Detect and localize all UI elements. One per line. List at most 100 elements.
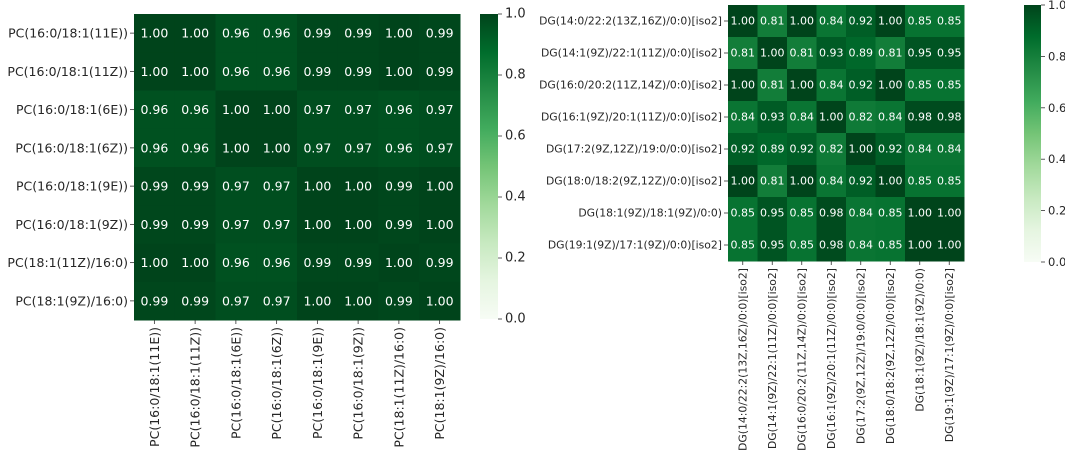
cell-value-label: 1.00 xyxy=(303,293,331,308)
heatmap-cell xyxy=(787,229,817,262)
heatmap-cell xyxy=(846,197,876,230)
cell-value-label: 0.97 xyxy=(303,102,331,117)
heatmap-cell xyxy=(378,205,420,244)
heatmap-cell xyxy=(787,69,817,102)
heatmap-cell xyxy=(419,14,461,53)
cell-value-label: 0.99 xyxy=(344,26,372,41)
x-tick-label: DG(18:0/18:2(9Z,12Z)/0:0)[iso2] xyxy=(884,268,897,444)
cell-value-label: 0.95 xyxy=(908,47,933,60)
cell-value-label: 0.81 xyxy=(760,79,785,92)
cell-value-label: 0.97 xyxy=(222,217,250,232)
heatmap-cell xyxy=(174,52,216,91)
heatmap-cell xyxy=(846,165,876,198)
heatmap-cell xyxy=(378,14,420,53)
heatmap-cell xyxy=(215,243,257,283)
heatmap-cell xyxy=(174,128,216,168)
heatmap-cell xyxy=(728,37,758,70)
cell-value-label: 0.85 xyxy=(731,239,756,252)
heatmap-cell xyxy=(337,281,379,321)
cell-value-label: 0.85 xyxy=(937,79,962,92)
colorbar-tick-label: 0.0 xyxy=(1048,255,1065,269)
cell-value-label: 0.96 xyxy=(263,255,291,270)
y-tick-label: DG(17:2(9Z,12Z)/19:0/0:0)[iso2] xyxy=(546,143,722,156)
cell-value-label: 1.00 xyxy=(385,64,413,79)
heatmap-cell xyxy=(934,69,965,102)
cell-value-label: 0.99 xyxy=(385,293,413,308)
heatmap-cell xyxy=(174,90,216,130)
cell-value-label: 0.99 xyxy=(303,255,331,270)
heatmap-cell xyxy=(134,243,176,283)
cell-value-label: 1.00 xyxy=(908,207,933,220)
cell-value-label: 1.00 xyxy=(731,175,756,188)
cell-value-label: 1.00 xyxy=(303,179,331,194)
heatmap-cell xyxy=(174,281,216,321)
heatmap-cell xyxy=(934,165,965,198)
heatmap-cell xyxy=(174,167,216,206)
cell-value-label: 1.00 xyxy=(937,207,962,220)
heatmap-cell xyxy=(757,197,788,230)
heatmap-cell xyxy=(934,101,965,134)
cell-value-label: 1.00 xyxy=(878,175,903,188)
cell-value-label: 1.00 xyxy=(819,111,844,124)
cell-value-label: 0.99 xyxy=(344,255,372,270)
cell-value-label: 1.00 xyxy=(303,217,331,232)
cell-value-label: 1.00 xyxy=(140,26,168,41)
heatmap-cell xyxy=(337,14,379,53)
heatmap-cell xyxy=(934,229,965,262)
cell-value-label: 0.96 xyxy=(385,102,413,117)
heatmap-cell xyxy=(816,5,847,38)
cell-value-label: 0.96 xyxy=(385,140,413,155)
cell-value-label: 0.97 xyxy=(426,140,454,155)
heatmap-cell xyxy=(875,229,906,262)
cell-value-label: 0.84 xyxy=(819,79,844,92)
cell-value-label: 0.85 xyxy=(908,79,933,92)
cell-value-label: 1.00 xyxy=(426,217,454,232)
x-tick-label: DG(17:2(9Z,12Z)/19:0/0:0)[iso2] xyxy=(854,268,867,444)
heatmap-cell xyxy=(297,90,339,130)
cell-value-label: 1.00 xyxy=(426,293,454,308)
cell-value-label: 1.00 xyxy=(263,140,291,155)
cell-value-label: 0.84 xyxy=(731,111,756,124)
cell-value-label: 1.00 xyxy=(140,64,168,79)
heatmap-cell xyxy=(297,167,339,206)
heatmap-cell xyxy=(134,90,176,130)
colorbar-tick-label: 0.6 xyxy=(505,129,526,144)
cell-value-label: 0.96 xyxy=(140,102,168,117)
y-tick-label: DG(14:1(9Z)/22:1(11Z)/0:0)[iso2] xyxy=(541,47,722,60)
x-tick-label: DG(16:1(9Z)/20:1(11Z)/0:0)[iso2] xyxy=(825,268,838,449)
y-tick-label: PC(16:0/18:1(11Z)) xyxy=(7,64,128,79)
cell-value-label: 0.99 xyxy=(181,217,209,232)
heatmap-cell xyxy=(378,167,420,206)
cell-value-label: 0.97 xyxy=(263,293,291,308)
cell-value-label: 0.96 xyxy=(222,255,250,270)
heatmap-cell xyxy=(875,133,906,166)
heatmap-cell xyxy=(378,243,420,283)
cell-value-label: 0.93 xyxy=(760,111,785,124)
cell-value-label: 0.92 xyxy=(790,143,815,156)
heatmap-cell xyxy=(419,128,461,168)
cell-value-label: 0.98 xyxy=(819,239,844,252)
colorbar-tick-label: 0.0 xyxy=(505,312,526,327)
cell-value-label: 1.00 xyxy=(344,217,372,232)
x-tick-label: DG(16:0/20:2(11Z,14Z)/0:0)[iso2] xyxy=(795,268,808,451)
heatmap-cell xyxy=(134,167,176,206)
cell-value-label: 0.99 xyxy=(385,179,413,194)
heatmap-pc: 1.00 1.00 0.96 0.96 0.99 0.99 1.00 0.99 1.00 1.00… xyxy=(7,7,525,448)
y-tick-label: PC(18:1(11Z)/16:0) xyxy=(7,255,128,270)
heatmap-cell xyxy=(337,90,379,130)
cell-value-label: 1.00 xyxy=(222,140,250,155)
heatmap-cell xyxy=(256,128,298,168)
cell-value-label: 0.99 xyxy=(426,26,454,41)
heatmap-cell xyxy=(297,52,339,91)
heatmap-cell xyxy=(875,37,906,70)
heatmap-cell xyxy=(215,167,257,206)
cell-value-label: 0.99 xyxy=(181,293,209,308)
cell-value-label: 0.81 xyxy=(878,47,903,60)
x-tick-label: PC(16:0/18:1(11Z)) xyxy=(188,327,203,448)
heatmap-cell xyxy=(419,90,461,130)
cell-value-label: 0.96 xyxy=(181,102,209,117)
heatmap-cell xyxy=(256,52,298,91)
heatmap-cell xyxy=(134,281,176,321)
heatmap-cell xyxy=(846,133,876,166)
cell-value-label: 0.84 xyxy=(819,175,844,188)
